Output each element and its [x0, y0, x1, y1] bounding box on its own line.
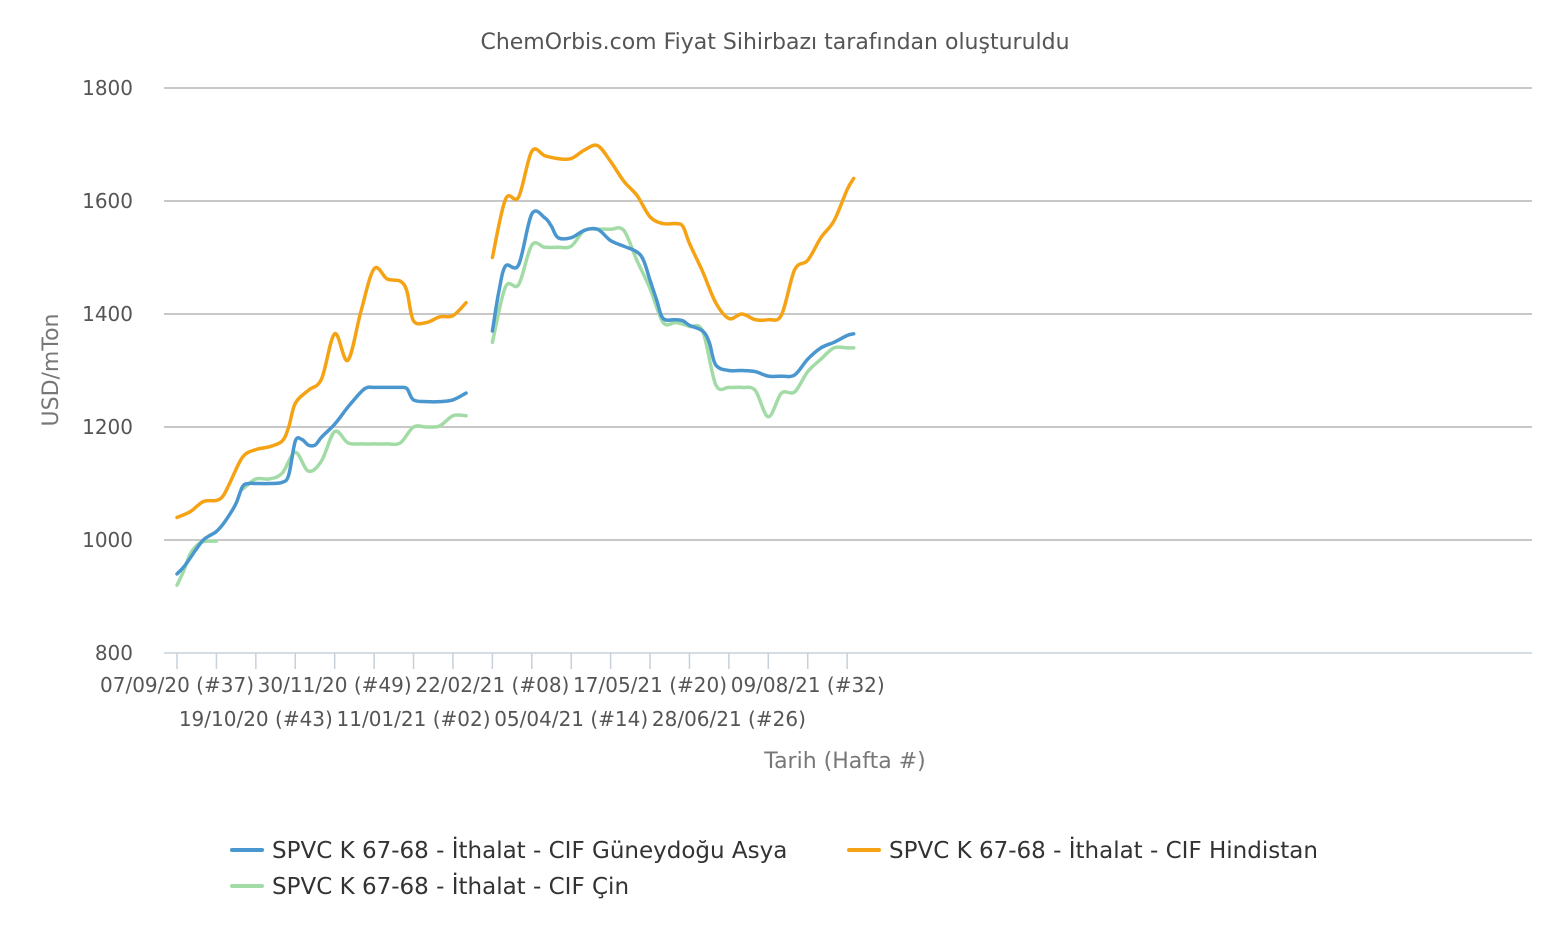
legend-label: SPVC K 67-68 - İthalat - CIF Çin	[272, 872, 629, 900]
series-line-2	[490, 226, 856, 419]
x-tick-label: 28/06/21 (#26)	[652, 707, 806, 731]
y-tick-label: 1800	[82, 76, 133, 100]
grid-lines	[164, 87, 1532, 541]
x-axis-ticks: 07/09/20 (#37) 19/10/20 (#43) 30/11/20 (#4…	[100, 653, 885, 731]
x-tick-label: 17/05/21 (#20)	[573, 673, 727, 697]
legend: SPVC K 67-68 - İthalat - CIF Güneydoğu A…	[230, 836, 1318, 900]
x-tick-label: 30/11/20 (#49)	[258, 673, 412, 697]
legend-label: SPVC K 67-68 - İthalat - CIF Güneydoğu A…	[272, 836, 787, 864]
y-tick-label: 1200	[82, 415, 133, 439]
series-lines	[175, 143, 856, 587]
x-tick-label: 19/10/20 (#43)	[179, 707, 333, 731]
y-tick-label: 800	[95, 641, 133, 665]
series-line-1	[175, 265, 468, 520]
x-tick-label: 05/04/21 (#14)	[494, 707, 648, 731]
series-line-2	[240, 413, 468, 491]
series-line-0	[490, 209, 856, 379]
legend-label: SPVC K 67-68 - İthalat - CIF Hindistan	[889, 836, 1318, 864]
x-tick-label: 11/01/21 (#02)	[337, 707, 491, 731]
y-tick-label: 1000	[82, 528, 133, 552]
y-axis-title: USD/mTon	[39, 314, 64, 427]
series-line-0	[175, 385, 468, 576]
series-line-1	[490, 143, 856, 323]
y-axis-tick-labels: 800 1000 1200 1400 1600 1800	[82, 76, 133, 665]
x-tick-label: 09/08/21 (#32)	[731, 673, 885, 697]
chart-title: ChemOrbis.com Fiyat Sihirbazı tarafından…	[480, 30, 1069, 55]
x-tick-label: 22/02/21 (#08)	[415, 673, 569, 697]
x-tick-label: 07/09/20 (#37)	[100, 673, 254, 697]
x-axis-title: Tarih (Hafta #)	[763, 749, 925, 774]
y-tick-label: 1600	[82, 189, 133, 213]
y-tick-label: 1400	[82, 302, 133, 326]
